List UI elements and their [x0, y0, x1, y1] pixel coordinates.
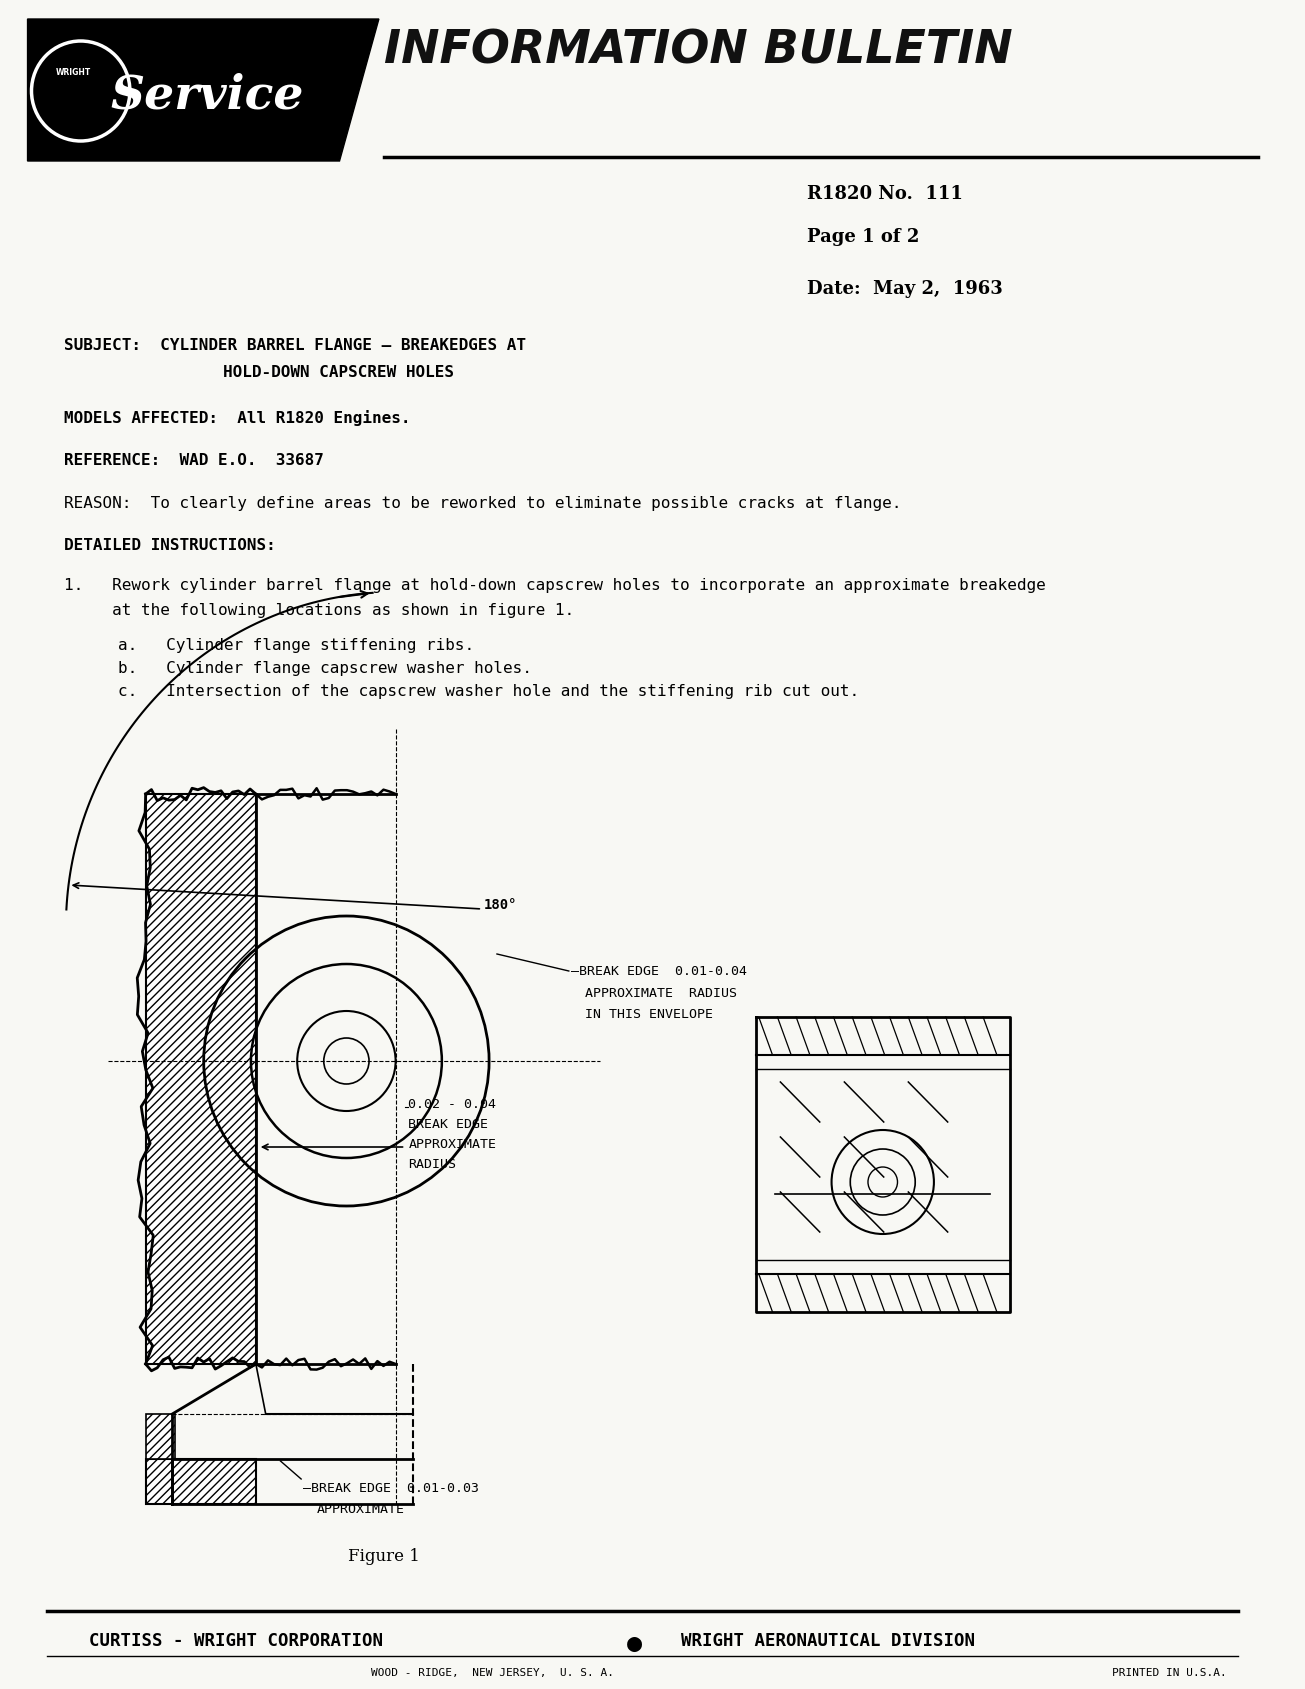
Text: CURTISS - WRIGHT CORPORATION: CURTISS - WRIGHT CORPORATION	[89, 1632, 382, 1648]
Text: IN THIS ENVELOPE: IN THIS ENVELOPE	[585, 1007, 713, 1020]
Text: Figure 1: Figure 1	[348, 1547, 420, 1564]
Text: REASON:  To clearly define areas to be reworked to eliminate possible cracks at : REASON: To clearly define areas to be re…	[64, 495, 902, 510]
Text: APPROXIMATE  RADIUS: APPROXIMATE RADIUS	[585, 986, 736, 1000]
Text: —BREAK EDGE  0.01-0.04: —BREAK EDGE 0.01-0.04	[570, 964, 746, 978]
Text: INFORMATION BULLETIN: INFORMATION BULLETIN	[384, 29, 1013, 73]
Text: 0.02 - 0.04: 0.02 - 0.04	[408, 1098, 496, 1110]
Text: APPROXIMATE: APPROXIMATE	[317, 1502, 405, 1515]
Text: BREAK EDGE: BREAK EDGE	[408, 1118, 488, 1130]
Text: WOOD - RIDGE,  NEW JERSEY,  U. S. A.: WOOD - RIDGE, NEW JERSEY, U. S. A.	[371, 1667, 613, 1677]
Text: SUBJECT:  CYLINDER BARREL FLANGE – BREAKEDGES AT: SUBJECT: CYLINDER BARREL FLANGE – BREAKE…	[64, 338, 526, 353]
Text: at the following locations as shown in figure 1.: at the following locations as shown in f…	[64, 603, 574, 618]
Text: RADIUS: RADIUS	[408, 1157, 457, 1170]
Bar	[146, 1459, 256, 1505]
Text: c.   Intersection of the capscrew washer hole and the stiffening rib cut out.: c. Intersection of the capscrew washer h…	[117, 684, 859, 699]
Text: PRINTED IN U.S.A.: PRINTED IN U.S.A.	[1112, 1667, 1227, 1677]
Text: WRIGHT: WRIGHT	[56, 68, 91, 78]
Text: 1.   Rework cylinder barrel flange at hold-down capscrew holes to incorporate an: 1. Rework cylinder barrel flange at hold…	[64, 578, 1045, 593]
Bar	[146, 1414, 175, 1459]
Text: MODELS AFFECTED:  All R1820 Engines.: MODELS AFFECTED: All R1820 Engines.	[64, 410, 411, 426]
Text: HOLD-DOWN CAPSCREW HOLES: HOLD-DOWN CAPSCREW HOLES	[223, 365, 454, 380]
Text: Service: Service	[110, 73, 304, 118]
Text: a.   Cylinder flange stiffening ribs.: a. Cylinder flange stiffening ribs.	[117, 638, 474, 652]
Polygon shape	[27, 20, 378, 162]
Text: REFERENCE:  WAD E.O.  33687: REFERENCE: WAD E.O. 33687	[64, 453, 324, 468]
Text: b.   Cylinder flange capscrew washer holes.: b. Cylinder flange capscrew washer holes…	[117, 660, 532, 676]
Text: Date:  May 2,  1963: Date: May 2, 1963	[806, 280, 1002, 297]
Text: APPROXIMATE: APPROXIMATE	[408, 1137, 496, 1150]
Text: ●: ●	[628, 1632, 642, 1655]
Text: DETAILED INSTRUCTIONS:: DETAILED INSTRUCTIONS:	[64, 537, 275, 552]
Bar	[146, 794, 256, 1365]
Text: Page 1 of 2: Page 1 of 2	[806, 228, 919, 247]
Text: —BREAK EDGE  0.01-0.03: —BREAK EDGE 0.01-0.03	[303, 1481, 479, 1495]
Text: WRIGHT AERONAUTICAL DIVISION: WRIGHT AERONAUTICAL DIVISION	[681, 1632, 975, 1648]
Text: R1820 No.  111: R1820 No. 111	[806, 184, 963, 203]
Text: 180°: 180°	[484, 897, 518, 912]
